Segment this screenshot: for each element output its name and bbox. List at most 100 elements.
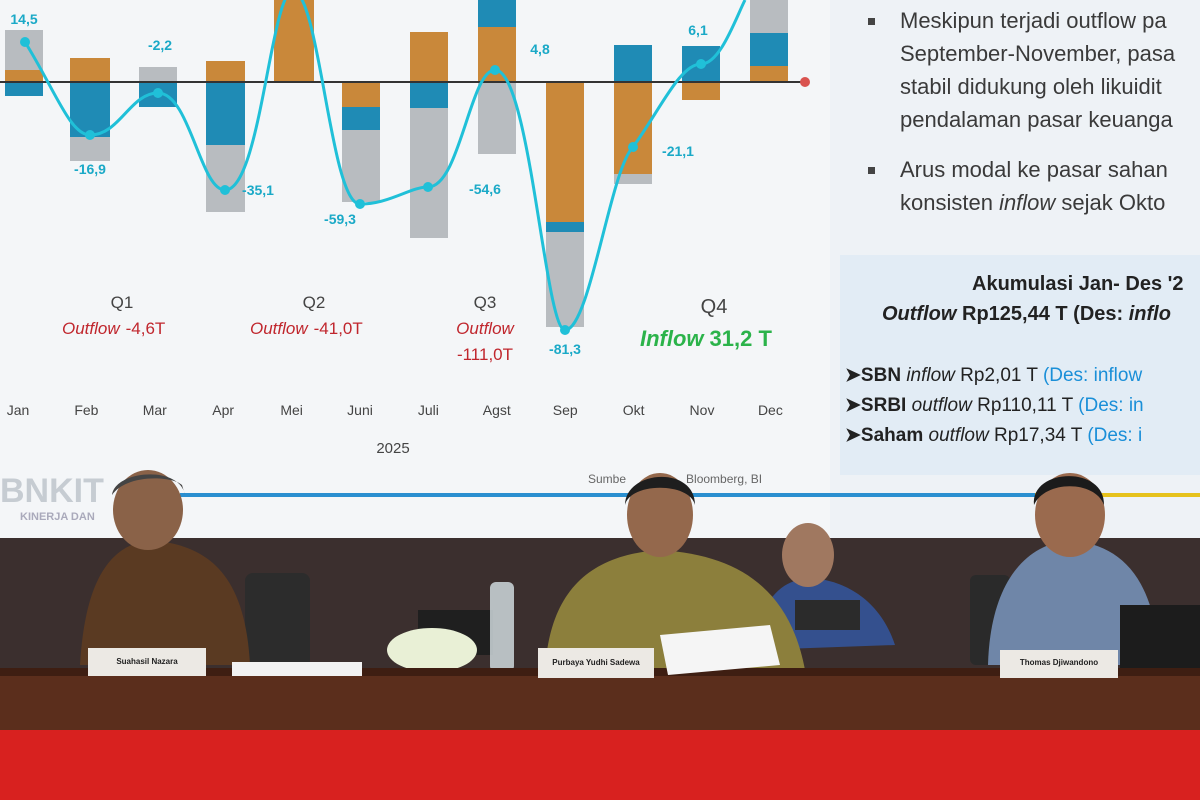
source-start: Sumbe <box>588 472 626 486</box>
value-label: 4,8 <box>530 41 550 57</box>
nameplate-text: Purbaya Yudhi Sadewa <box>552 658 640 667</box>
axis-end <box>800 77 810 87</box>
bullet-marker <box>868 18 875 25</box>
bar <box>546 82 584 222</box>
bar <box>342 107 380 130</box>
bullet-marker <box>868 167 875 174</box>
logo-tagline: KINERJA DAN <box>20 511 95 523</box>
summary-part: outflow <box>912 395 973 416</box>
month-label: Apr <box>212 402 234 418</box>
papers <box>232 662 362 676</box>
value-label: 6,1 <box>688 22 708 38</box>
line-points <box>20 37 706 335</box>
nameplate <box>1000 650 1118 678</box>
bullet-line: September-November, pasa <box>900 41 1176 66</box>
quarter-flow: Outflow -4,6T <box>62 319 165 338</box>
flow-word: Outflow <box>250 319 309 338</box>
bullet-line: Meskipun terjadi outflow pa <box>900 8 1167 33</box>
bullet-part: pendalaman pasar keuanga <box>900 107 1174 132</box>
point <box>490 65 500 75</box>
point <box>628 142 638 152</box>
point <box>153 88 163 98</box>
bar <box>546 232 584 327</box>
bar <box>342 82 380 107</box>
bullet-part: September-November, pasa <box>900 41 1176 66</box>
bullet-line: pendalaman pasar keuanga <box>900 107 1174 132</box>
bar <box>546 222 584 232</box>
summary-item: ➤SRBI outflow Rp110,11 T (Des: in <box>845 395 1144 416</box>
bullet-line: stabil didukung oleh likuidit <box>900 74 1162 99</box>
bullet-part: sejak Okto <box>1055 190 1165 215</box>
bar <box>682 82 720 100</box>
month-label: Agst <box>483 402 511 418</box>
bar <box>410 82 448 108</box>
flow-word: Outflow <box>62 319 121 338</box>
summary-title: Akumulasi Jan- Des '2 <box>972 273 1184 295</box>
summary-part: inflo <box>1129 303 1171 325</box>
quarter-name: Q4 <box>701 296 728 318</box>
flowers <box>387 628 477 672</box>
arrow: ➤ <box>845 395 861 416</box>
bullet-part: inflow <box>999 190 1057 215</box>
summary-part: Rp2,01 T <box>955 365 1043 386</box>
month-label: Jan <box>7 402 30 418</box>
point <box>220 185 230 195</box>
flow-amount: -111,0T <box>457 345 513 364</box>
hair <box>112 474 185 495</box>
month-label: Feb <box>74 402 98 418</box>
summary-part: outflow <box>929 425 990 446</box>
bar <box>5 70 43 82</box>
quarter-name: Q1 <box>111 293 134 312</box>
month-label: Juli <box>418 402 439 418</box>
quarters: Q1 Outflow -4,6T Q2 Outflow -41,0T Q3 Outf… <box>62 293 772 364</box>
month-label: Okt <box>623 402 645 418</box>
nameplate-text: Suahasil Nazara <box>116 657 178 666</box>
point <box>20 37 30 47</box>
summary-part: SRBI <box>861 395 912 416</box>
bar <box>410 108 448 238</box>
bullet-part: konsisten <box>900 190 999 215</box>
bar <box>206 61 245 82</box>
nameplate-text: Thomas Djiwandono <box>1020 658 1098 667</box>
summary-part: (Des: inflow <box>1043 365 1143 386</box>
papers <box>660 625 780 675</box>
summary-part: inflow <box>906 365 956 386</box>
bar <box>206 82 245 145</box>
value-labels: 14,5 -16,9 -2,2 -35,1 -59,3 -54,6 4,8 -8… <box>10 11 708 357</box>
value-label: -54,6 <box>469 181 501 197</box>
table <box>0 668 1200 730</box>
arrow: ➤ <box>845 365 861 386</box>
summary: Akumulasi Jan- Des '2 Outflow Rp125,44 T … <box>845 273 1184 446</box>
value-label: -2,2 <box>148 37 172 53</box>
bar <box>410 32 448 82</box>
quarter-flow: Outflow -41,0T <box>250 319 363 338</box>
head <box>782 523 834 587</box>
flow-word: Outflow <box>456 319 515 338</box>
value-label: 14,5 <box>10 11 37 27</box>
value-label: -81,3 <box>549 341 581 357</box>
bar <box>70 58 110 82</box>
source-end: Bloomberg, BI <box>686 472 762 486</box>
bar <box>478 0 516 27</box>
summary-part: Rp17,34 T <box>989 425 1088 446</box>
month-label: Nov <box>690 402 715 418</box>
month-label: Sep <box>553 402 578 418</box>
flow-amount: -4,6T <box>126 319 166 338</box>
bullet-part: Meskipun terjadi outflow pa <box>900 8 1167 33</box>
tablet <box>1120 605 1200 675</box>
month-label: Dec <box>758 402 783 418</box>
summary-part: (Des: in <box>1078 395 1143 416</box>
bullet-line: Arus modal ke pasar sahan <box>900 157 1168 182</box>
nameplate <box>538 648 654 678</box>
month-label: Juni <box>347 402 373 418</box>
head <box>113 470 183 550</box>
summary-part: Saham <box>861 425 929 446</box>
bar <box>750 0 788 33</box>
hair <box>1033 476 1105 505</box>
month-labels: Jan Feb Mar Apr Mei Juni Juli Agst Sep Okt Nov Dec <box>7 402 783 418</box>
quarter-name: Q2 <box>303 293 326 312</box>
bullet-part: stabil didukung oleh likuidit <box>900 74 1162 99</box>
summary-item: ➤Saham outflow Rp17,34 T (Des: i <box>845 425 1142 446</box>
nameplate <box>88 648 206 676</box>
